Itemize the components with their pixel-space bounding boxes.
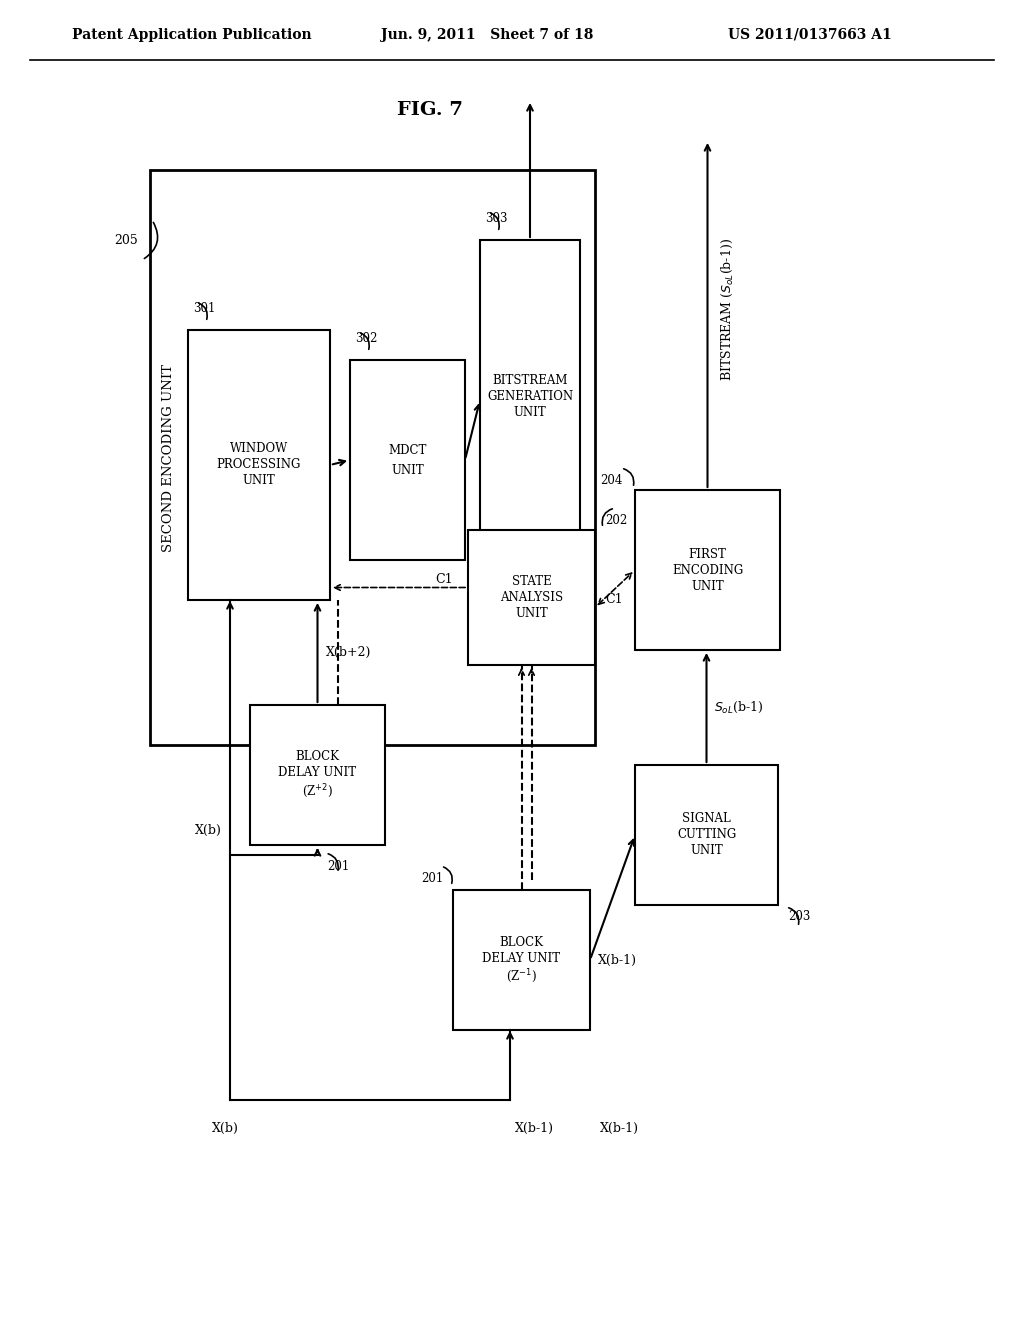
Bar xyxy=(468,531,595,665)
Text: X(b-1): X(b-1) xyxy=(598,953,637,966)
Text: Jun. 9, 2011   Sheet 7 of 18: Jun. 9, 2011 Sheet 7 of 18 xyxy=(381,28,593,42)
Bar xyxy=(188,330,330,601)
Text: (Z$^{+2}$): (Z$^{+2}$) xyxy=(302,783,333,800)
Text: $S_{oL}$(b-1): $S_{oL}$(b-1) xyxy=(715,700,764,715)
Text: UNIT: UNIT xyxy=(690,845,723,858)
Bar xyxy=(635,766,778,906)
Text: 201: 201 xyxy=(328,861,350,874)
Text: C1: C1 xyxy=(435,573,453,586)
Bar xyxy=(150,170,595,744)
Text: 203: 203 xyxy=(788,911,810,924)
Text: ENCODING: ENCODING xyxy=(672,564,743,577)
Text: X(b-1): X(b-1) xyxy=(600,1122,639,1134)
Text: US 2011/0137663 A1: US 2011/0137663 A1 xyxy=(728,28,892,42)
Text: PROCESSING: PROCESSING xyxy=(217,458,301,471)
Text: BITSTREAM ($S_{oL}$(b-1)): BITSTREAM ($S_{oL}$(b-1)) xyxy=(720,239,735,381)
Text: 302: 302 xyxy=(355,331,378,345)
Text: X(b+2): X(b+2) xyxy=(326,645,371,659)
Text: BLOCK: BLOCK xyxy=(296,751,340,763)
Text: C1: C1 xyxy=(605,593,623,606)
Text: MDCT: MDCT xyxy=(388,444,427,457)
Text: UNIT: UNIT xyxy=(691,579,724,593)
Text: CUTTING: CUTTING xyxy=(677,829,736,842)
Text: FIG. 7: FIG. 7 xyxy=(397,102,463,119)
Text: SIGNAL: SIGNAL xyxy=(682,813,731,825)
Text: 201: 201 xyxy=(421,871,443,884)
Text: (Z$^{-1}$): (Z$^{-1}$) xyxy=(506,968,537,985)
Text: UNIT: UNIT xyxy=(391,463,424,477)
Text: FIRST: FIRST xyxy=(688,548,726,561)
Text: 303: 303 xyxy=(485,211,508,224)
Text: WINDOW: WINDOW xyxy=(229,442,288,455)
Text: 202: 202 xyxy=(605,513,628,527)
Text: 301: 301 xyxy=(193,301,215,314)
Text: 204: 204 xyxy=(601,474,623,487)
Text: X(b): X(b) xyxy=(212,1122,239,1134)
Text: DELAY UNIT: DELAY UNIT xyxy=(482,952,560,965)
Text: X(b-1): X(b-1) xyxy=(515,1122,554,1134)
Text: BITSTREAM: BITSTREAM xyxy=(493,374,567,387)
Bar xyxy=(250,705,385,845)
Text: ANALYSIS: ANALYSIS xyxy=(500,591,563,605)
Bar xyxy=(480,240,580,560)
Text: UNIT: UNIT xyxy=(514,405,547,418)
Text: STATE: STATE xyxy=(512,576,551,587)
Text: Patent Application Publication: Patent Application Publication xyxy=(72,28,312,42)
Text: UNIT: UNIT xyxy=(515,607,548,620)
Text: 205: 205 xyxy=(115,234,138,247)
Text: X(b): X(b) xyxy=(196,824,222,837)
Text: DELAY UNIT: DELAY UNIT xyxy=(279,767,356,780)
Bar xyxy=(350,360,465,560)
Text: GENERATION: GENERATION xyxy=(487,389,573,403)
Text: SECOND ENCODING UNIT: SECOND ENCODING UNIT xyxy=(162,363,174,552)
Bar xyxy=(453,890,590,1030)
Text: BLOCK: BLOCK xyxy=(500,936,544,949)
Bar xyxy=(635,490,780,649)
Text: UNIT: UNIT xyxy=(243,474,275,487)
